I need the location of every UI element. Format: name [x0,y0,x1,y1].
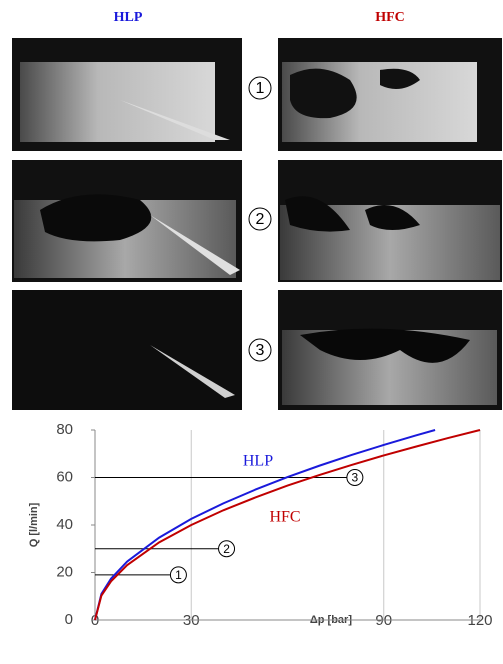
level-label: 2 [223,542,230,556]
row-markers: 1 2 3 [248,76,272,362]
series-label: HFC [269,509,300,526]
series-line [94,429,481,621]
column-header: HLP [114,10,143,25]
row-label: 2 [256,211,265,228]
y-tick-label: 0 [65,611,73,628]
row-label: 1 [256,80,265,97]
y-tick-label: 40 [56,516,73,533]
y-axis-label: Q [l/min] [28,502,40,547]
series-label: HLP [243,453,273,470]
column-header: HFC [375,10,405,25]
y-tick-label: 80 [56,421,73,438]
level-label: 1 [175,568,182,582]
y-tick-label: 20 [56,563,73,580]
row-label: 3 [256,342,265,359]
series-line [94,429,436,621]
photos [12,38,502,410]
level-marker [169,566,187,584]
level-label: 3 [352,471,359,485]
level-marker [346,469,364,486]
level-marker [218,540,236,558]
y-tick-label: 60 [56,468,73,485]
